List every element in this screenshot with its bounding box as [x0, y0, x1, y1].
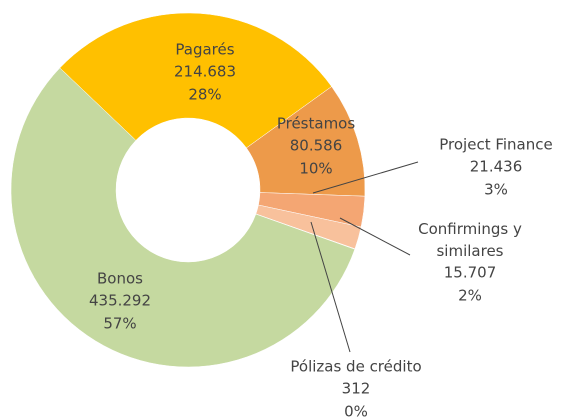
leader-line — [312, 161, 419, 194]
category-label: Confirmings y similares — [418, 220, 522, 260]
value-label: 214.683 — [174, 63, 236, 81]
slice — [10, 67, 356, 368]
percent-label: 10% — [299, 160, 332, 178]
value-label: 435.292 — [89, 292, 151, 310]
value-label: 312 — [342, 380, 371, 398]
category-label: Préstamos — [277, 115, 356, 133]
value-label: 80.586 — [290, 137, 343, 155]
leader-line — [310, 221, 351, 353]
value-label: 21.436 — [470, 158, 523, 176]
value-label: 15.707 — [444, 264, 497, 282]
percent-label: 0% — [344, 403, 368, 418]
percent-label: 2% — [458, 287, 482, 305]
category-label: Pagarés — [175, 41, 234, 59]
category-label: Project Finance — [439, 136, 552, 154]
leader-line — [339, 217, 411, 256]
percent-label: 28% — [188, 86, 221, 104]
category-label: Bonos — [97, 270, 143, 288]
leaders — [310, 161, 419, 353]
percent-label: 3% — [484, 181, 508, 199]
slice — [59, 12, 332, 149]
percent-label: 57% — [103, 315, 136, 333]
category-label: Pólizas de crédito — [290, 358, 421, 376]
